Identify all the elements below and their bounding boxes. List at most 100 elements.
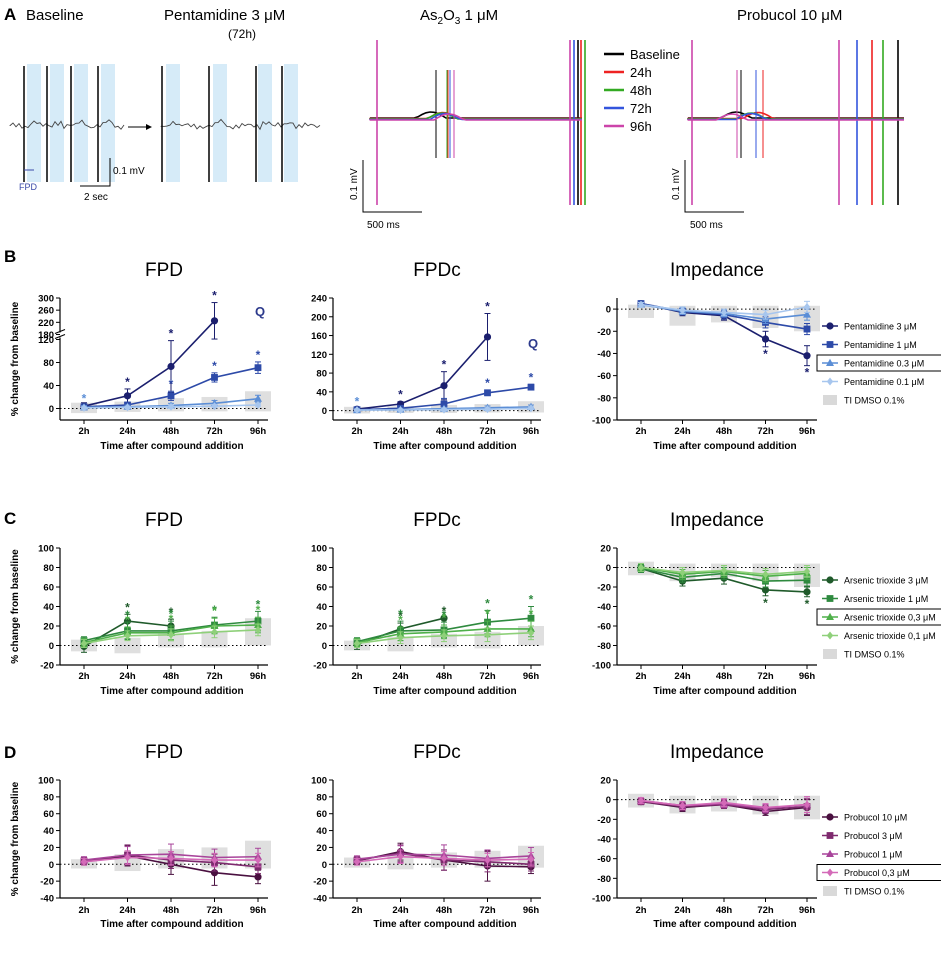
y-tick-label: -100 (592, 416, 611, 427)
data-point (679, 801, 686, 810)
chart-title: FPDc (413, 510, 461, 531)
significance-star: * (485, 596, 490, 610)
data-point (124, 631, 131, 640)
y-tick-label: -40 (597, 349, 611, 360)
data-point (254, 401, 262, 410)
x-tick-label: 24h (674, 426, 691, 437)
x-tick-label: 96h (523, 905, 540, 916)
panel-letter-d: D (4, 743, 16, 762)
x-tick-label: 72h (479, 905, 496, 916)
y-tick-label: 0 (606, 305, 611, 316)
x-tick-label: 48h (716, 905, 733, 916)
scale-bar (80, 158, 111, 187)
y-tick-label: 80 (43, 563, 54, 574)
data-point (123, 617, 132, 625)
y-tick-label: 80 (43, 358, 54, 369)
data-point (484, 389, 491, 397)
y-tick-label: 40 (316, 387, 327, 398)
x-tick-label: 72h (479, 426, 496, 437)
legend-marker (826, 377, 834, 386)
baseline-repolarization-band (74, 64, 88, 182)
arrow-head-icon (146, 124, 152, 130)
data-point (210, 317, 219, 325)
significance-star: * (805, 366, 810, 380)
significance-star: * (256, 603, 261, 617)
x-tick-label: 48h (436, 905, 453, 916)
legend-dmso-swatch (823, 886, 837, 896)
data-point (637, 563, 645, 572)
x-axis-label: Time after compound addition (100, 441, 243, 452)
trace-legend-label-48h: 48h (630, 83, 652, 98)
significance-star: * (212, 289, 217, 303)
series-3 (637, 300, 811, 320)
legend-highlight-box (816, 864, 941, 881)
probucol-trace-96h (687, 113, 904, 121)
legend-marker (826, 868, 834, 877)
legend-marker (826, 849, 834, 857)
y-tick-label: -80 (597, 393, 611, 404)
y-tick-label: 0 (606, 563, 611, 574)
legend-highlight-box (816, 608, 941, 626)
x-tick-label: 72h (757, 905, 774, 916)
data-point (440, 382, 448, 390)
significance-star: * (212, 603, 217, 617)
data-point (679, 568, 686, 577)
data-point (527, 614, 535, 622)
legend-marker (826, 832, 834, 839)
axis-break-mark (54, 334, 66, 339)
pentamidine-repolarization-band (213, 64, 227, 182)
q-annotation: Q (528, 336, 538, 351)
legend-label: Probucol 1 μM (844, 850, 902, 860)
y-tick-label: 0 (606, 795, 611, 806)
y-tick-label: 260 (38, 306, 54, 317)
x-tick-label: 96h (523, 671, 540, 682)
series-3 (80, 850, 262, 868)
y-tick-label: 20 (43, 843, 54, 854)
dmso-range-box (114, 637, 141, 654)
y-tick-label: 120 (311, 350, 327, 361)
x-axis-label: Time after compound addition (373, 686, 516, 697)
pentamidine-trace (160, 118, 321, 131)
y-tick-label: 240 (311, 294, 327, 305)
y-tick-label: -40 (40, 894, 54, 905)
data-point (484, 856, 491, 865)
data-point (527, 383, 535, 391)
x-tick-label: 96h (250, 671, 267, 682)
significance-star: * (212, 359, 217, 373)
chart-c-impedance: Impedance 20 0 -20 -40 -60 -80 -100 2h 24h 48h 72h 9… (592, 510, 941, 697)
data-point (353, 857, 361, 866)
legend-label: TI DMSO 0.1% (844, 396, 905, 406)
chart-title: FPD (145, 742, 183, 763)
pentamidine-trace-subtitle: (72h) (228, 27, 256, 41)
x-tick-label: 72h (479, 671, 496, 682)
legend-label: Pentamidine 0.3 μM (844, 359, 924, 369)
data-point (762, 803, 769, 812)
significance-star: * (763, 596, 768, 610)
y-tick-label: 0 (49, 860, 54, 871)
legend-label: TI DMSO 0.1% (844, 650, 905, 660)
significance-star: * (169, 377, 174, 391)
chart-title: Impedance (670, 510, 764, 531)
data-point (484, 630, 491, 639)
probucol-trace-title: Probucol 10 μM (737, 7, 842, 24)
y-tick-label: 200 (311, 312, 327, 323)
significance-star: * (442, 611, 447, 625)
baseline-trace-title: Baseline (26, 7, 84, 24)
data-point (483, 333, 492, 341)
data-point (254, 394, 262, 402)
legend-label: TI DMSO 0.1% (844, 887, 905, 897)
x-tick-label: 96h (799, 905, 816, 916)
fpd-marker-label: FPD (19, 182, 38, 192)
series-3 (80, 623, 262, 648)
y-tick-label: 0 (322, 641, 327, 652)
legend-marker (826, 612, 834, 620)
y-tick-label: 220 (38, 318, 54, 329)
legend-highlight-box (816, 354, 941, 372)
chart-c-fpd: FPD -20 0 20 40 60 80 100 2h 24h 48h 72h 96h Time aft… (10, 510, 271, 697)
y-tick-label: 180 (38, 330, 54, 341)
legend-marker (826, 595, 834, 602)
as2o3-trace-96h (369, 113, 582, 121)
x-tick-label: 96h (799, 426, 816, 437)
x-tick-label: 48h (163, 671, 180, 682)
x-tick-label: 48h (163, 426, 180, 437)
